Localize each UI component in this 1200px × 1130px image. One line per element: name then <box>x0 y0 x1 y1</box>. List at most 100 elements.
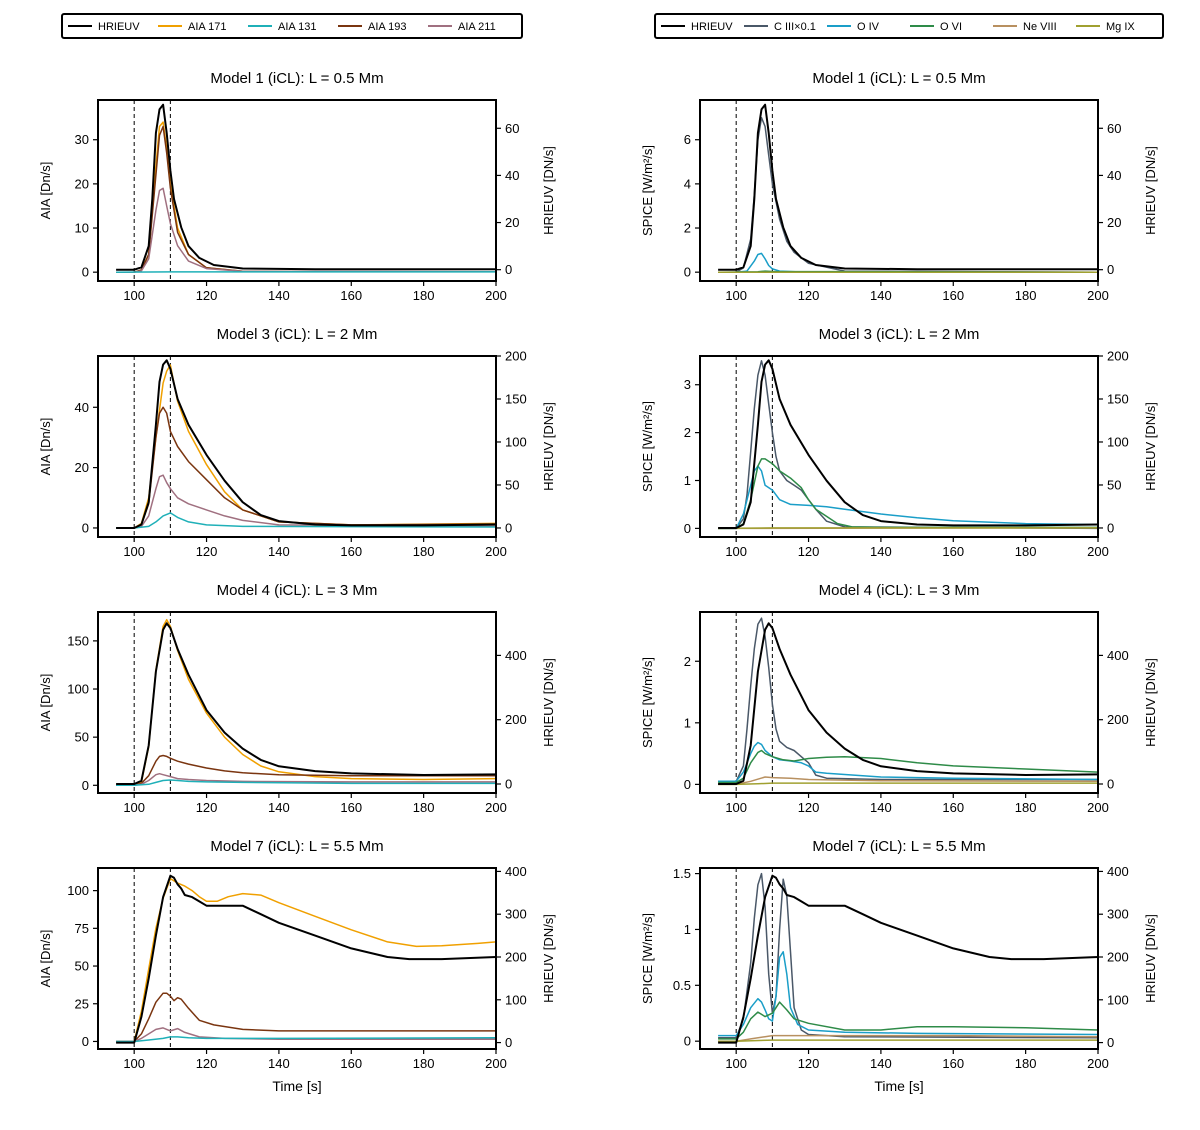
y2-tick-label: 150 <box>1107 391 1129 406</box>
y2-axis-label: HRIEUV [DN/s] <box>541 146 556 235</box>
y2-axis-label: HRIEUV [DN/s] <box>1143 146 1158 235</box>
y2-tick-label: 200 <box>1107 950 1129 965</box>
y-tick-label: 0.5 <box>673 978 691 993</box>
series-line <box>718 951 1098 1037</box>
x-tick-label: 200 <box>485 1056 507 1071</box>
y-tick-label: 2 <box>684 425 691 440</box>
legend-label: AIA 131 <box>278 21 317 33</box>
series-line <box>718 749 1098 784</box>
y-tick-label: 4 <box>684 176 691 191</box>
x-tick-label: 200 <box>485 800 507 815</box>
series-line <box>116 754 496 787</box>
y2-tick-label: 400 <box>1107 648 1129 663</box>
y-tick-label: 0 <box>684 1034 691 1049</box>
legend-right: HRIEUV C III×0.1 O IV O VI Ne VIII Mg IX <box>654 13 1164 39</box>
y2-tick-label: 200 <box>505 950 527 965</box>
y2-tick-label: 300 <box>1107 907 1129 922</box>
x-tick-label: 140 <box>870 1056 892 1071</box>
x-tick-label: 100 <box>725 800 747 815</box>
y2-axis-label: HRIEUV [DN/s] <box>1143 402 1158 491</box>
x-tick-label: 180 <box>1015 544 1037 559</box>
x-tick-label: 200 <box>1087 288 1109 303</box>
series-line <box>116 364 496 529</box>
x-tick-label: 120 <box>798 800 820 815</box>
chart-title: Model 4 (iCL): L = 3 Mm <box>217 582 378 599</box>
y2-tick-label: 400 <box>505 648 527 663</box>
series-line <box>116 187 496 273</box>
x-tick-label: 200 <box>1087 1056 1109 1071</box>
x-tick-label: 160 <box>942 1056 964 1071</box>
x-tick-label: 180 <box>413 1056 435 1071</box>
y2-tick-label: 60 <box>505 121 519 136</box>
legend-label: Ne VIII <box>1023 21 1057 33</box>
series-line <box>116 877 496 1043</box>
series-line <box>718 465 1098 530</box>
x-tick-label: 180 <box>413 800 435 815</box>
y-tick-label: 0 <box>82 265 89 280</box>
y-axis-label: AIA [Dn/s] <box>38 674 53 732</box>
series-line <box>116 474 496 529</box>
series-line <box>116 103 496 271</box>
x-tick-label: 100 <box>725 544 747 559</box>
y-tick-label: 30 <box>75 132 89 147</box>
x-tick-label: 160 <box>942 288 964 303</box>
plot-frame <box>699 611 1099 794</box>
x-tick-label: 160 <box>340 288 362 303</box>
series-line <box>718 874 1098 1044</box>
x-tick-label: 200 <box>485 544 507 559</box>
x-tick-label: 140 <box>870 544 892 559</box>
y-tick-label: 25 <box>75 996 89 1011</box>
y-tick-label: 100 <box>67 682 89 697</box>
series-line <box>116 406 496 529</box>
series-line <box>116 874 496 1044</box>
series-line <box>718 782 1098 786</box>
y2-tick-label: 20 <box>505 215 519 230</box>
x-tick-label: 180 <box>1015 800 1037 815</box>
x-tick-label: 120 <box>196 1056 218 1071</box>
plot-frame <box>699 867 1099 1050</box>
y-axis-label: SPICE [W/m²/s] <box>640 145 655 236</box>
legend-label: C III×0.1 <box>774 21 816 33</box>
series-line <box>116 779 496 787</box>
y-tick-label: 0 <box>82 520 89 535</box>
series-line <box>116 1036 496 1043</box>
x-tick-label: 100 <box>123 288 145 303</box>
series-line <box>116 1027 496 1043</box>
y2-axis-label: HRIEUV [DN/s] <box>541 914 556 1003</box>
y-axis-label: SPICE [W/m²/s] <box>640 657 655 748</box>
series-line <box>718 359 1098 529</box>
y-axis-label: SPICE [W/m²/s] <box>640 913 655 1004</box>
x-tick-label: 160 <box>942 544 964 559</box>
x-tick-label: 100 <box>725 288 747 303</box>
chart-title: Model 1 (iCL): L = 0.5 Mm <box>812 70 985 87</box>
y2-tick-label: 0 <box>505 520 512 535</box>
chart-title: Model 7 (iCL): L = 5.5 Mm <box>812 838 985 855</box>
chart-title: Model 1 (iCL): L = 0.5 Mm <box>210 70 383 87</box>
legend-label: AIA 211 <box>458 21 496 33</box>
x-tick-label: 120 <box>196 288 218 303</box>
y2-tick-label: 50 <box>505 477 519 492</box>
y2-tick-label: 150 <box>505 391 527 406</box>
series-line <box>116 512 496 529</box>
x-tick-label: 120 <box>798 288 820 303</box>
legend-label: O IV <box>857 21 880 33</box>
y2-axis-label: HRIEUV [DN/s] <box>1143 914 1158 1003</box>
y2-axis-label: HRIEUV [DN/s] <box>541 658 556 747</box>
y2-axis-label: HRIEUV [DN/s] <box>1143 658 1158 747</box>
x-tick-label: 200 <box>485 288 507 303</box>
series-line <box>116 359 496 529</box>
y-tick-label: 0 <box>684 777 691 792</box>
y2-tick-label: 400 <box>1107 864 1129 879</box>
series-group <box>116 874 496 1044</box>
x-tick-label: 100 <box>123 800 145 815</box>
y2-tick-label: 300 <box>505 907 527 922</box>
x-tick-label: 100 <box>725 1056 747 1071</box>
plot-frame <box>97 355 497 538</box>
y-tick-label: 1 <box>684 473 691 488</box>
